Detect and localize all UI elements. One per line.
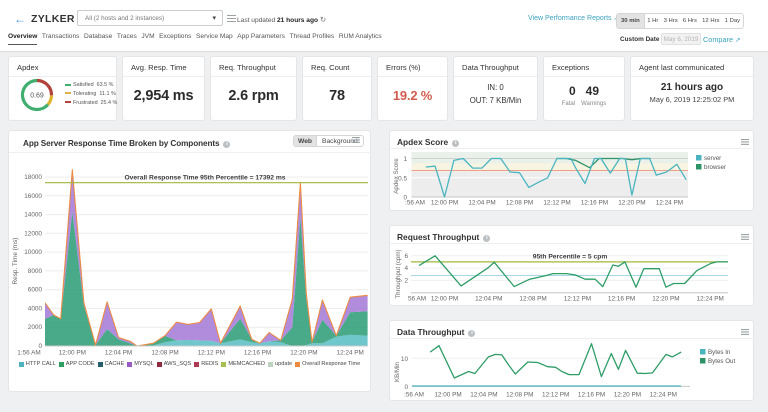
svg-text:95th Percentile = 5 cpm: 95th Percentile = 5 cpm bbox=[533, 254, 608, 261]
svg-text:12:04 PM: 12:04 PM bbox=[475, 296, 502, 303]
svg-text:12:20 PM: 12:20 PM bbox=[618, 200, 645, 207]
svg-text:2: 2 bbox=[404, 277, 408, 284]
svg-text:12:08 PM: 12:08 PM bbox=[519, 296, 546, 303]
svg-text:4: 4 bbox=[404, 265, 408, 272]
svg-text:Overall Response Time 95th Per: Overall Response Time 95th Percentile = … bbox=[124, 175, 285, 182]
svg-text:Throughput (cpm): Throughput (cpm) bbox=[395, 249, 402, 298]
svg-text:12:16 PM: 12:16 PM bbox=[608, 296, 635, 303]
svg-text:12:20 PM: 12:20 PM bbox=[290, 350, 317, 357]
svg-text:12:24 PM: 12:24 PM bbox=[697, 296, 724, 303]
svg-text:6000: 6000 bbox=[28, 287, 43, 294]
svg-text:12:24 PM: 12:24 PM bbox=[650, 392, 677, 399]
svg-text:56 AM: 56 AM bbox=[408, 296, 426, 303]
svg-text:Resp. Time (ms): Resp. Time (ms) bbox=[12, 238, 19, 285]
svg-text:12:12 PM: 12:12 PM bbox=[564, 296, 591, 303]
svg-text:12:04 PM: 12:04 PM bbox=[105, 350, 132, 357]
svg-text:12:08 PM: 12:08 PM bbox=[151, 350, 178, 357]
svg-text:Bytes In: Bytes In bbox=[708, 349, 731, 356]
svg-text:18000: 18000 bbox=[24, 174, 42, 181]
svg-text:0: 0 bbox=[404, 384, 408, 391]
svg-text:12:04 PM: 12:04 PM bbox=[468, 200, 495, 207]
svg-text:server: server bbox=[704, 155, 721, 162]
svg-text:12:24 PM: 12:24 PM bbox=[337, 350, 364, 357]
svg-text:1:56 AM: 1:56 AM bbox=[17, 350, 40, 357]
svg-text:6: 6 bbox=[404, 253, 408, 260]
svg-text:12:00 PM: 12:00 PM bbox=[431, 200, 458, 207]
svg-text:browser: browser bbox=[704, 164, 726, 171]
svg-text:2000: 2000 bbox=[28, 324, 43, 331]
svg-text:12:24 PM: 12:24 PM bbox=[656, 200, 683, 207]
svg-text:12:12 PM: 12:12 PM bbox=[198, 350, 225, 357]
svg-text:12:08 PM: 12:08 PM bbox=[506, 392, 533, 399]
svg-text:1: 1 bbox=[403, 156, 407, 163]
svg-text:12:12 PM: 12:12 PM bbox=[542, 392, 569, 399]
svg-text:10000: 10000 bbox=[24, 249, 42, 256]
svg-text:12:20 PM: 12:20 PM bbox=[652, 296, 679, 303]
svg-text:4000: 4000 bbox=[28, 305, 43, 312]
svg-text:16000: 16000 bbox=[24, 193, 42, 200]
svg-text:14000: 14000 bbox=[24, 212, 42, 219]
svg-text:12:16 PM: 12:16 PM bbox=[581, 200, 608, 207]
svg-text:0.5: 0.5 bbox=[398, 175, 407, 182]
svg-text:0: 0 bbox=[38, 343, 42, 350]
svg-text:12000: 12000 bbox=[24, 230, 42, 237]
svg-text:Apdex Score: Apdex Score bbox=[393, 158, 400, 194]
svg-text:0.69: 0.69 bbox=[30, 93, 44, 100]
svg-text::56 AM: :56 AM bbox=[404, 392, 424, 399]
svg-text:12:16 PM: 12:16 PM bbox=[578, 392, 605, 399]
svg-text:10: 10 bbox=[401, 356, 409, 363]
svg-text:12:00 PM: 12:00 PM bbox=[59, 350, 86, 357]
svg-text:12:04 PM: 12:04 PM bbox=[470, 392, 497, 399]
svg-text:12:16 PM: 12:16 PM bbox=[244, 350, 271, 357]
svg-text:0: 0 bbox=[403, 195, 407, 202]
svg-text:12:20 PM: 12:20 PM bbox=[614, 392, 641, 399]
svg-text::56 AM: :56 AM bbox=[405, 200, 425, 207]
svg-text:Bytes Out: Bytes Out bbox=[708, 358, 735, 365]
svg-text:KB/Min: KB/Min bbox=[394, 361, 401, 382]
svg-text:12:12 PM: 12:12 PM bbox=[543, 200, 570, 207]
svg-text:12:00 PM: 12:00 PM bbox=[434, 392, 461, 399]
svg-text:12:08 PM: 12:08 PM bbox=[506, 200, 533, 207]
svg-text:8000: 8000 bbox=[28, 268, 43, 275]
svg-text:12:00 PM: 12:00 PM bbox=[431, 296, 458, 303]
